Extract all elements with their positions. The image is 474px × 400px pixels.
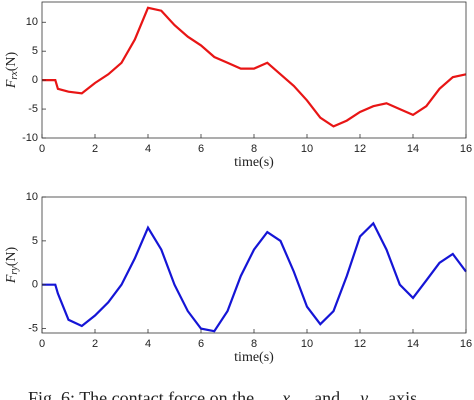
y-tick-label: 5: [32, 45, 38, 57]
x-tick-label: 10: [301, 143, 313, 155]
caption-axis: axis: [388, 388, 417, 400]
y-axis-label: Fry(N): [4, 246, 20, 284]
y-label-subscript: rx: [9, 71, 20, 80]
y-label-unit: (N): [4, 246, 19, 266]
x-tick-label: 10: [301, 338, 313, 350]
plot-frame: [41, 196, 467, 334]
y-tick-label: 0: [32, 74, 38, 86]
x-tick-label: 14: [407, 338, 419, 350]
x-tick-label: 4: [145, 338, 151, 350]
x-tick-label: 4: [145, 143, 151, 155]
y-tick-label: -5: [28, 103, 38, 115]
x-tick-label: 16: [460, 143, 472, 155]
x-axis-label: time(s): [234, 350, 274, 365]
x-tick-label: 14: [407, 143, 419, 155]
x-tick-label: 12: [354, 143, 366, 155]
caption-and: and: [314, 388, 340, 400]
x-tick-label: 0: [39, 143, 45, 155]
data-line: [42, 6, 467, 128]
y-tick-label: -5: [28, 323, 38, 335]
x-tick-label: 6: [198, 143, 204, 155]
x-tick-label: 2: [92, 338, 98, 350]
y-tick-label: -10: [22, 132, 38, 144]
x-tick-label: 2: [92, 143, 98, 155]
x-tick-label: 8: [251, 143, 257, 155]
y-tick-label: 5: [32, 235, 38, 247]
x-tick-label: 16: [460, 338, 472, 350]
caption-x: x: [281, 388, 290, 400]
y-label-subscript: ry: [9, 266, 20, 275]
y-tick-label: 0: [32, 279, 38, 291]
y-axis-label: Frx(N): [4, 51, 20, 89]
x-tick-label: 6: [198, 338, 204, 350]
y-tick-label: 10: [26, 191, 38, 203]
y-label-symbol: F: [4, 79, 19, 89]
y-tick-label: 10: [26, 16, 38, 28]
caption-text: Fig. 6: The contact force on the: [28, 388, 254, 400]
y-label-unit: (N): [4, 51, 19, 71]
y-label-symbol: F: [4, 274, 19, 284]
x-tick-label: 12: [354, 338, 366, 350]
x-tick-label: 0: [39, 338, 45, 350]
caption: Fig. 6: The contact force on the x and y axi…: [28, 388, 417, 400]
plot-frame: [41, 1, 467, 139]
data-line: [42, 221, 467, 333]
x-axis-label: time(s): [234, 155, 274, 170]
caption-y: y: [358, 388, 368, 400]
x-tick-label: 8: [251, 338, 257, 350]
